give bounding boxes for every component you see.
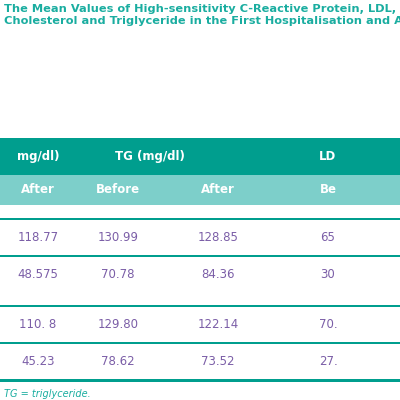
Text: 110. 8: 110. 8 bbox=[19, 318, 57, 331]
Text: 130.99: 130.99 bbox=[98, 231, 138, 244]
Text: After: After bbox=[201, 183, 235, 196]
Text: 78.62: 78.62 bbox=[101, 355, 135, 368]
Bar bbox=[0, 175, 400, 205]
Bar bbox=[0, 305, 400, 307]
Text: mg/dl): mg/dl) bbox=[17, 150, 59, 163]
Text: TG = triglyceride.: TG = triglyceride. bbox=[4, 389, 91, 399]
Bar bbox=[0, 255, 400, 257]
Text: The Mean Values of High-sensitivity C-Reactive Protein, LDL, HDL,
Cholesterol an: The Mean Values of High-sensitivity C-Re… bbox=[4, 4, 400, 26]
Text: 128.85: 128.85 bbox=[198, 231, 238, 244]
Text: 84.36: 84.36 bbox=[201, 268, 235, 281]
Text: 30: 30 bbox=[321, 268, 335, 281]
Text: 27.: 27. bbox=[319, 355, 337, 368]
Text: After: After bbox=[21, 183, 55, 196]
Bar bbox=[0, 307, 400, 342]
Text: 73.52: 73.52 bbox=[201, 355, 235, 368]
Text: 45.23: 45.23 bbox=[21, 355, 55, 368]
Text: 70.: 70. bbox=[319, 318, 337, 331]
Text: 65: 65 bbox=[320, 231, 336, 244]
Text: 129.80: 129.80 bbox=[98, 318, 138, 331]
Bar bbox=[0, 257, 400, 292]
Text: 48.575: 48.575 bbox=[18, 268, 58, 281]
Bar bbox=[0, 379, 400, 382]
Bar bbox=[0, 344, 400, 379]
Bar bbox=[0, 218, 400, 220]
Text: 70.78: 70.78 bbox=[101, 268, 135, 281]
Text: 118.77: 118.77 bbox=[18, 231, 58, 244]
Text: 122.14: 122.14 bbox=[197, 318, 239, 331]
Text: LD: LD bbox=[319, 150, 337, 163]
Text: Be: Be bbox=[320, 183, 336, 196]
Text: Before: Before bbox=[96, 183, 140, 196]
Bar bbox=[0, 138, 400, 175]
Bar bbox=[0, 342, 400, 344]
Text: TG (mg/dl): TG (mg/dl) bbox=[115, 150, 185, 163]
Bar bbox=[0, 220, 400, 255]
